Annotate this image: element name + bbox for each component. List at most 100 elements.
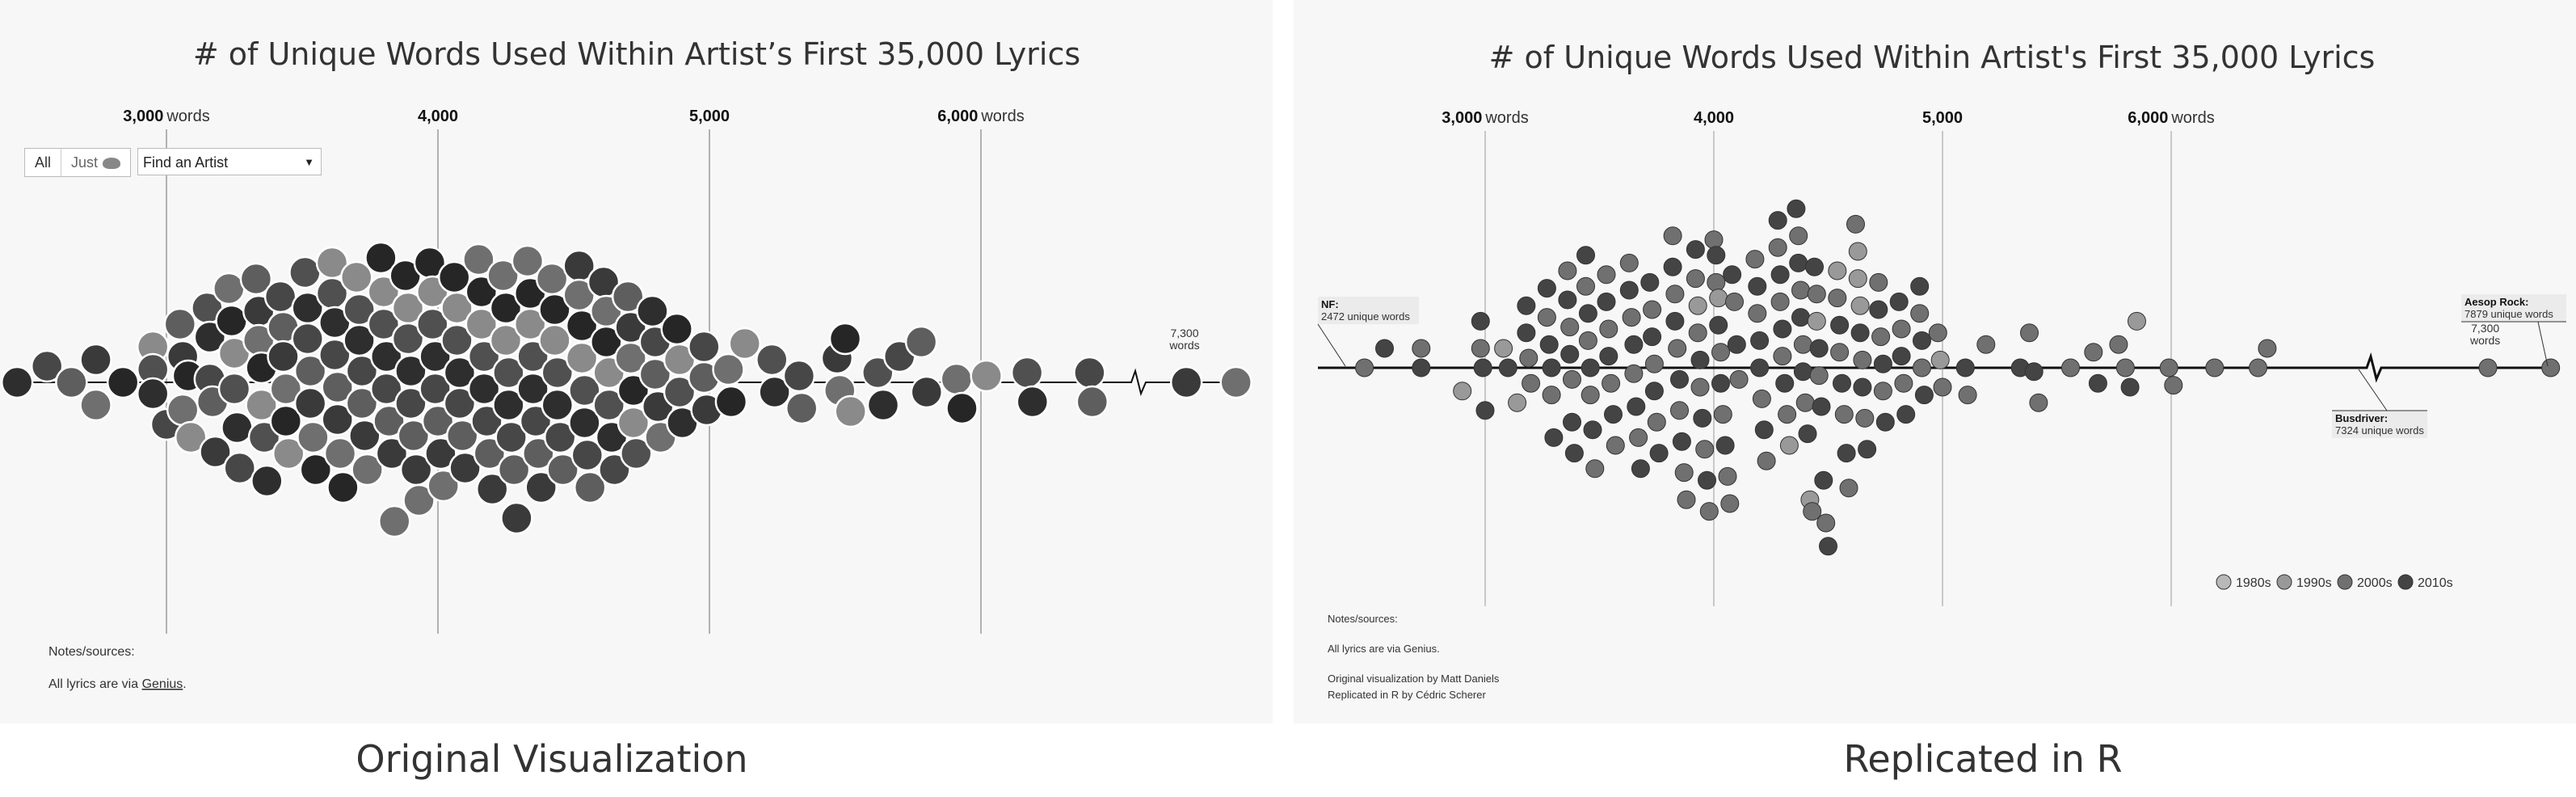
artist-point[interactable] [1873, 354, 1892, 373]
artist-point[interactable] [1711, 373, 1730, 393]
artist-photo-point[interactable] [267, 339, 300, 373]
artist-point[interactable] [1896, 405, 1916, 424]
artist-photo-point[interactable] [297, 420, 330, 454]
artist-point[interactable] [1773, 347, 1792, 366]
artist-photo-point[interactable] [497, 453, 531, 487]
artist-point[interactable] [1670, 369, 1689, 389]
artist-point[interactable] [2029, 393, 2048, 412]
artist-point[interactable] [1850, 296, 1870, 315]
artist-point[interactable] [1807, 285, 1826, 304]
artist-photo-point[interactable] [391, 322, 425, 356]
artist-point[interactable] [1778, 405, 1797, 424]
artist-point[interactable] [1677, 490, 1696, 509]
artist-point[interactable] [1604, 405, 1623, 424]
artist-photo-point[interactable] [369, 372, 403, 406]
artist-point[interactable] [1892, 319, 1911, 339]
artist-photo-point[interactable] [592, 388, 625, 422]
artist-photo-point[interactable] [782, 359, 816, 393]
artist-point[interactable] [1563, 369, 1581, 389]
artist-point[interactable] [1563, 412, 1581, 432]
artist-point[interactable] [1494, 339, 1513, 358]
artist-point[interactable] [1914, 386, 1934, 405]
artist-point[interactable] [1707, 246, 1726, 265]
artist-photo-point[interactable] [269, 404, 303, 438]
artist-photo-point[interactable] [136, 377, 170, 411]
artist-photo-point[interactable] [568, 373, 601, 407]
artist-point[interactable] [1910, 276, 1930, 296]
artist-point[interactable] [1839, 479, 1858, 498]
artist-point[interactable] [1723, 265, 1742, 285]
artist-photo-point[interactable] [511, 244, 545, 278]
artist-photo-point[interactable] [364, 241, 398, 275]
artist-photo-point[interactable] [291, 322, 324, 356]
artist-point[interactable] [2115, 358, 2135, 377]
artist-photo-point[interactable] [215, 304, 248, 338]
artist-photo-point[interactable] [326, 470, 360, 504]
artist-point[interactable] [1537, 279, 1556, 298]
artist-photo-point[interactable] [0, 365, 34, 399]
artist-point[interactable] [1828, 289, 1847, 308]
artist-point[interactable] [1834, 405, 1854, 424]
artist-photo-point[interactable] [660, 312, 693, 346]
artist-photo-point[interactable] [492, 388, 525, 422]
genius-link[interactable]: Genius [142, 677, 183, 691]
artist-point[interactable] [1471, 339, 1490, 358]
artist-photo-point[interactable] [462, 242, 495, 276]
artist-point[interactable] [1910, 304, 1930, 323]
artist-point[interactable] [1779, 436, 1799, 455]
artist-point[interactable] [1690, 350, 1710, 369]
artist-point[interactable] [1622, 308, 1641, 327]
artist-point[interactable] [1913, 331, 1931, 350]
artist-photo-point[interactable] [30, 349, 64, 383]
artist-point[interactable] [1713, 405, 1732, 424]
artist-photo-point[interactable] [1016, 385, 1050, 419]
artist-photo-point[interactable] [345, 386, 379, 420]
artist-point[interactable] [1517, 296, 1536, 315]
artist-point[interactable] [1355, 358, 1374, 377]
artist-point[interactable] [1873, 382, 1892, 401]
artist-point[interactable] [1816, 513, 1836, 533]
artist-photo-point[interactable] [524, 470, 558, 504]
artist-photo-point[interactable] [55, 365, 88, 399]
artist-photo-point[interactable] [834, 394, 867, 428]
artist-point[interactable] [1471, 311, 1490, 331]
artist-point[interactable] [1768, 211, 1787, 230]
artist-point[interactable] [2205, 358, 2225, 377]
artist-point[interactable] [1787, 199, 1806, 218]
artist-point[interactable] [1631, 459, 1650, 479]
artist-point[interactable] [1976, 335, 1996, 354]
artist-photo-point[interactable] [199, 435, 232, 469]
find-artist-select[interactable]: Find an Artist ▼ [137, 148, 322, 175]
artist-point[interactable] [1519, 348, 1538, 368]
artist-point[interactable] [1576, 246, 1595, 265]
artist-photo-point[interactable] [339, 260, 373, 294]
artist-photo-point[interactable] [375, 436, 409, 470]
artist-photo-point[interactable] [166, 393, 200, 427]
artist-photo-point[interactable] [397, 419, 431, 453]
artist-point[interactable] [1542, 386, 1561, 405]
artist-photo-point[interactable] [440, 291, 474, 325]
artist-point[interactable] [1830, 315, 1850, 335]
artist-point[interactable] [1807, 311, 1826, 331]
artist-point[interactable] [1412, 339, 1431, 358]
artist-point[interactable] [1560, 318, 1580, 337]
artist-photo-point[interactable] [543, 420, 577, 454]
artist-point[interactable] [1627, 397, 1646, 416]
artist-photo-point[interactable] [421, 404, 455, 438]
artist-photo-point[interactable] [467, 372, 501, 406]
artist-photo-point[interactable] [475, 472, 509, 506]
artist-point[interactable] [2020, 323, 2039, 343]
artist-photo-point[interactable] [1010, 356, 1044, 390]
artist-point[interactable] [1644, 382, 1664, 401]
artist-photo-point[interactable] [351, 453, 384, 487]
artist-point[interactable] [1894, 373, 1913, 393]
artist-point[interactable] [1537, 308, 1556, 327]
artist-point[interactable] [1814, 470, 1833, 490]
artist-point[interactable] [1412, 358, 1431, 377]
artist-point[interactable] [1564, 444, 1584, 463]
artist-photo-point[interactable] [394, 386, 427, 420]
artist-point[interactable] [1748, 276, 1767, 296]
artist-photo-point[interactable] [318, 338, 351, 372]
artist-point[interactable] [1933, 377, 1952, 397]
artist-point[interactable] [1672, 432, 1691, 451]
